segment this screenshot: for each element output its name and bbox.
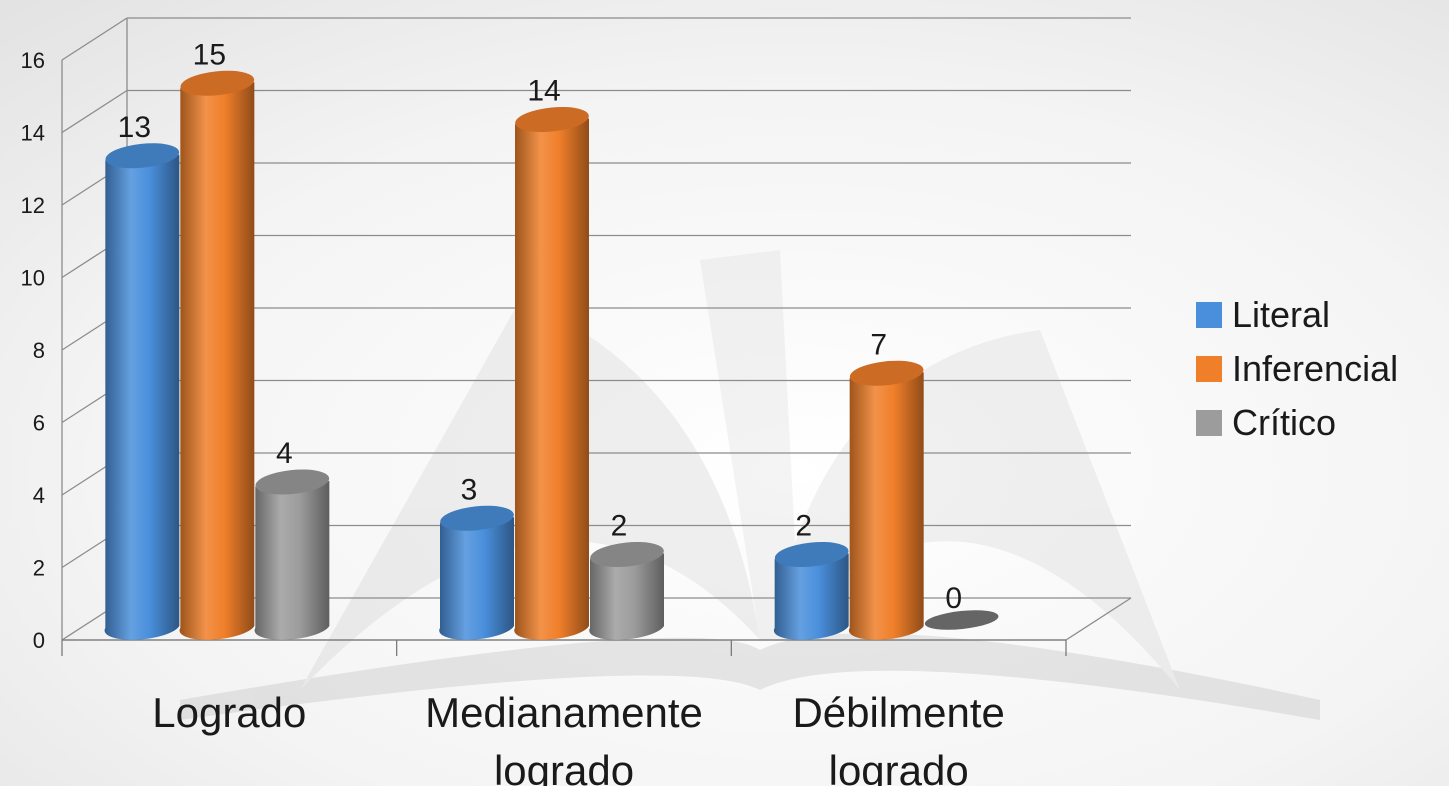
data-label: 13 (118, 111, 151, 144)
bar-body (773, 553, 849, 640)
legend-swatch-inferencial (1196, 356, 1222, 382)
bar-top (924, 610, 999, 630)
data-label: 7 (870, 328, 887, 361)
bar-top (515, 106, 589, 133)
x-tick-label: logrado (829, 747, 969, 786)
y-tick-label: 2 (33, 556, 45, 581)
gridline-side (61, 17, 128, 61)
legend-item-critico: Crítico (1196, 402, 1398, 443)
legend-swatch-literal (1196, 302, 1222, 328)
bar-body (848, 372, 924, 640)
bar-body (514, 118, 589, 640)
bar-inferencial-1 (514, 106, 589, 640)
bar-top (440, 505, 514, 531)
y-tick-label: 6 (33, 411, 45, 436)
y-tick-label: 14 (21, 121, 45, 146)
y-tick-label: 12 (21, 193, 45, 218)
bar-literal-1 (439, 505, 514, 640)
legend-item-inferencial: Inferencial (1196, 348, 1399, 389)
bar-top (180, 70, 255, 96)
bar-literal-0 (104, 143, 180, 640)
bar-crítico-0 (254, 469, 330, 640)
y-tick-label: 10 (21, 266, 45, 291)
y-tick-label: 0 (33, 628, 45, 653)
data-label: 4 (276, 437, 293, 470)
bar-crítico-1 (589, 541, 664, 640)
legend-label-critico: Crítico (1232, 402, 1337, 443)
gridline-side (61, 89, 128, 134)
bar-body (589, 553, 664, 640)
bar-body (179, 82, 255, 640)
legend-label-inferencial: Inferencial (1232, 348, 1399, 389)
bar-body (254, 481, 330, 640)
bar-top (590, 541, 664, 568)
y-tick-label: 16 (21, 48, 45, 73)
data-label: 2 (611, 510, 628, 543)
bar-top (774, 541, 849, 568)
y-tick-label: 4 (33, 483, 45, 508)
bar-body (439, 517, 514, 640)
data-label: 3 (461, 473, 478, 506)
legend-item-literal: Literal (1196, 294, 1398, 335)
bar-body (104, 154, 180, 640)
data-label: 14 (527, 75, 560, 108)
bar-crítico-2 (924, 610, 999, 630)
x-tick-label: Logrado (152, 689, 306, 736)
bar-inferencial-2 (848, 360, 924, 640)
y-tick-label: 8 (33, 338, 45, 363)
data-label: 2 (795, 510, 812, 543)
floor-right-edge (1065, 597, 1132, 641)
legend: Literal Inferencial Crítico (1196, 294, 1399, 443)
bar-top (255, 469, 330, 495)
bar-top (105, 143, 180, 169)
x-tick-label: logrado (494, 747, 634, 786)
bar-literal-2 (773, 541, 849, 640)
bar-inferencial-0 (179, 70, 255, 640)
legend-label-literal: Literal (1232, 294, 1331, 335)
x-tick-label: Débilmente (792, 689, 1004, 736)
legend-swatch-critico (1196, 410, 1222, 436)
x-tick-label: Medianamente (425, 689, 703, 736)
data-label: 0 (945, 582, 962, 615)
data-label: 15 (193, 38, 226, 71)
bar-top (849, 360, 924, 386)
